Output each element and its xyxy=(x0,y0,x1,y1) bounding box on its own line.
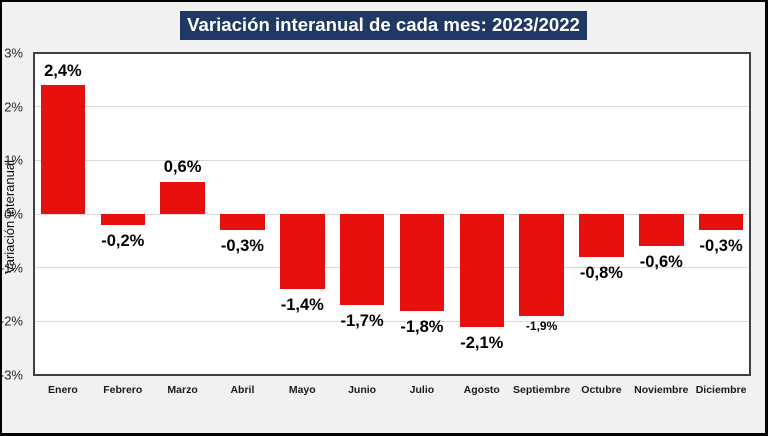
data-label-marzo: 0,6% xyxy=(163,158,202,177)
data-label-mayo: -1,4% xyxy=(280,296,324,315)
gridline xyxy=(33,267,751,269)
y-tick--2%: -2% xyxy=(0,313,23,329)
data-label-febrero: -0,2% xyxy=(101,231,145,250)
data-label-abril: -0,3% xyxy=(220,237,264,256)
chart-title-box: Variación interanual de cada mes: 2023/2… xyxy=(180,10,587,40)
chart-title: Variación interanual de cada mes: 2023/2… xyxy=(187,14,580,35)
x-tick-diciembre: Diciembre xyxy=(695,383,747,396)
y-tick-0%: 0% xyxy=(4,206,23,222)
x-tick-julio: Julio xyxy=(409,383,435,396)
y-tick--1%: -1% xyxy=(0,260,23,276)
x-tick-junio: Junio xyxy=(348,383,377,396)
data-label-junio: -1,7% xyxy=(340,312,384,331)
x-tick-mayo: Mayo xyxy=(288,383,316,396)
bar-octubre xyxy=(579,214,624,257)
x-tick-septiembre: Septiembre xyxy=(512,383,571,396)
data-label-agosto: -2,1% xyxy=(460,333,504,352)
x-tick-agosto: Agosto xyxy=(463,383,500,396)
bar-diciembre xyxy=(698,214,744,231)
bar-febrero xyxy=(100,214,145,225)
gridline xyxy=(33,213,751,215)
plot-area: 2,4% -0,2% 0,6% -0,3% -1,4% -1,7% -1,8% -2,1% -1… xyxy=(33,52,751,376)
data-label-octubre: -0,8% xyxy=(579,263,623,282)
data-label-diciembre: -0,3% xyxy=(699,237,743,256)
bar-marzo xyxy=(160,181,205,214)
gridline xyxy=(33,320,751,322)
data-label-enero: 2,4% xyxy=(44,61,82,80)
bar-enero xyxy=(40,85,86,214)
bar-mayo xyxy=(280,214,325,290)
data-label-julio: -1,8% xyxy=(400,317,444,336)
bar-julio xyxy=(399,214,445,311)
y-tick--3%: -3% xyxy=(0,367,23,383)
bar-junio xyxy=(339,214,385,306)
y-tick-1%: 1% xyxy=(4,152,23,168)
y-tick-2%: 2% xyxy=(4,99,23,115)
gridline xyxy=(33,106,751,108)
x-tick-febrero: Febrero xyxy=(103,383,143,396)
x-tick-enero: Enero xyxy=(48,383,78,396)
data-label-septiembre: -1,9% xyxy=(525,319,558,334)
data-label-noviembre: -0,6% xyxy=(639,253,683,272)
y-tick-3%: 3% xyxy=(4,45,23,61)
bar-septiembre xyxy=(519,214,564,316)
x-tick-abril: Abril xyxy=(230,383,255,396)
x-tick-marzo: Marzo xyxy=(167,383,198,396)
gridline xyxy=(33,159,751,161)
x-tick-octubre: Octubre xyxy=(581,383,622,396)
bar-abril xyxy=(220,214,265,231)
bar-noviembre xyxy=(639,214,684,247)
x-tick-noviembre: Noviembre xyxy=(634,383,689,396)
bar-agosto xyxy=(459,214,504,327)
